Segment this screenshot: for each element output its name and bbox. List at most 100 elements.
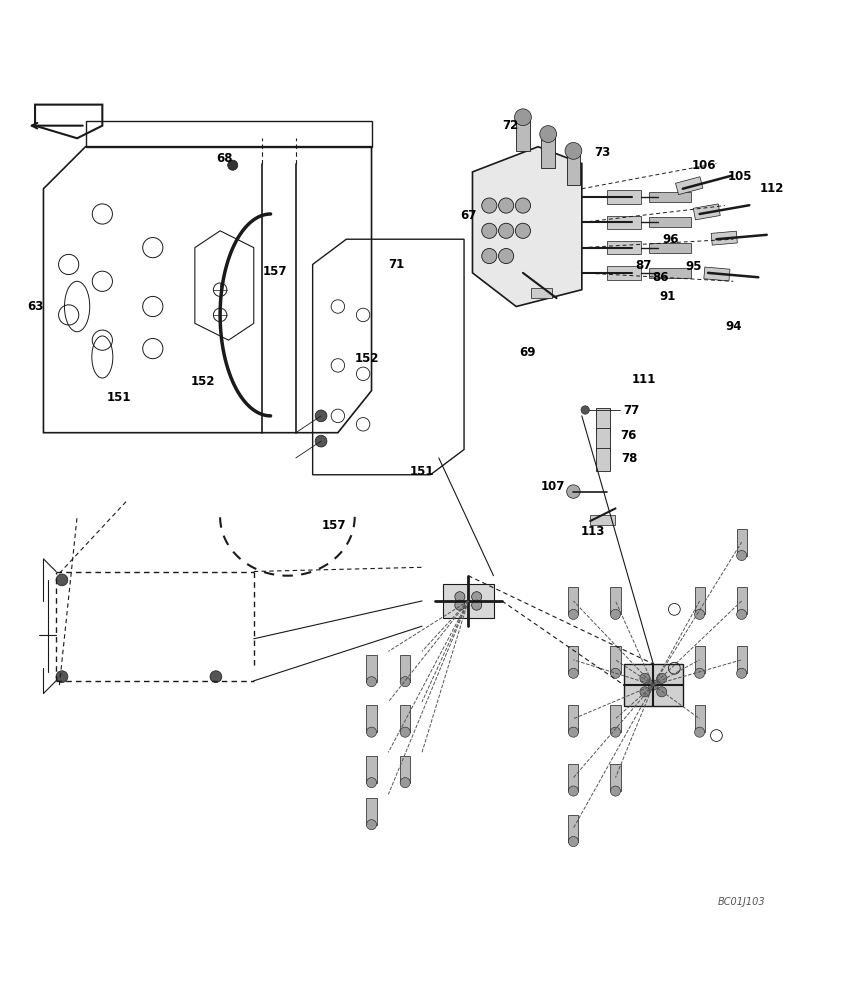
- Text: 77: 77: [624, 404, 640, 417]
- Bar: [610, 646, 620, 673]
- Bar: [610, 587, 620, 614]
- Bar: [649, 192, 691, 202]
- Circle shape: [366, 820, 376, 830]
- Circle shape: [315, 410, 327, 422]
- Bar: [443, 584, 494, 618]
- Bar: [366, 798, 376, 825]
- Circle shape: [499, 248, 514, 264]
- Circle shape: [568, 668, 578, 678]
- Circle shape: [540, 126, 556, 142]
- Circle shape: [610, 786, 620, 796]
- Bar: [649, 217, 691, 227]
- Bar: [568, 587, 578, 614]
- Circle shape: [472, 592, 482, 602]
- Bar: [366, 655, 376, 682]
- Bar: [596, 448, 609, 471]
- Text: 157: 157: [322, 519, 346, 532]
- Text: 157: 157: [262, 265, 287, 278]
- Circle shape: [366, 727, 376, 737]
- Circle shape: [566, 485, 580, 498]
- Bar: [596, 408, 609, 432]
- Text: 105: 105: [728, 170, 752, 183]
- Bar: [517, 117, 530, 151]
- Circle shape: [56, 671, 68, 683]
- Circle shape: [499, 198, 514, 213]
- Text: 72: 72: [502, 119, 518, 132]
- Circle shape: [366, 778, 376, 788]
- Bar: [596, 428, 609, 451]
- Bar: [566, 151, 580, 185]
- Circle shape: [482, 248, 497, 264]
- Text: 76: 76: [619, 429, 636, 442]
- Circle shape: [366, 677, 376, 687]
- Circle shape: [400, 778, 410, 788]
- Text: 111: 111: [632, 373, 657, 386]
- Bar: [607, 216, 641, 229]
- Circle shape: [737, 668, 747, 678]
- Circle shape: [695, 609, 705, 619]
- Circle shape: [610, 727, 620, 737]
- Text: 152: 152: [191, 375, 215, 388]
- Text: 87: 87: [635, 259, 652, 272]
- Bar: [737, 529, 747, 556]
- Bar: [542, 134, 555, 168]
- Bar: [568, 815, 578, 842]
- Circle shape: [400, 677, 410, 687]
- Text: 67: 67: [460, 209, 477, 222]
- Bar: [610, 764, 620, 791]
- Bar: [607, 190, 641, 204]
- Text: 94: 94: [725, 320, 742, 333]
- Text: 91: 91: [659, 290, 676, 303]
- Circle shape: [581, 406, 589, 414]
- Bar: [695, 705, 705, 732]
- Circle shape: [516, 198, 531, 213]
- Circle shape: [228, 160, 238, 170]
- Polygon shape: [473, 147, 582, 307]
- Bar: [649, 268, 691, 278]
- Bar: [711, 231, 738, 245]
- Circle shape: [482, 198, 497, 213]
- Text: 151: 151: [409, 465, 435, 478]
- Bar: [607, 266, 641, 280]
- Bar: [624, 664, 683, 706]
- Bar: [694, 204, 720, 220]
- Text: 106: 106: [691, 159, 716, 172]
- Circle shape: [657, 673, 667, 683]
- Text: 71: 71: [388, 258, 405, 271]
- Bar: [366, 756, 376, 783]
- Circle shape: [400, 727, 410, 737]
- Text: BC01J103: BC01J103: [718, 897, 766, 907]
- Bar: [695, 646, 705, 673]
- Circle shape: [482, 223, 497, 238]
- Bar: [568, 764, 578, 791]
- Circle shape: [648, 680, 658, 690]
- Bar: [568, 646, 578, 673]
- Circle shape: [499, 223, 514, 238]
- Circle shape: [568, 836, 578, 847]
- Text: 107: 107: [540, 480, 565, 493]
- Circle shape: [695, 668, 705, 678]
- Circle shape: [610, 609, 620, 619]
- Circle shape: [610, 668, 620, 678]
- Bar: [704, 267, 730, 281]
- Circle shape: [737, 550, 747, 561]
- Circle shape: [455, 600, 465, 610]
- Bar: [590, 515, 615, 525]
- Bar: [649, 243, 691, 253]
- Bar: [400, 655, 410, 682]
- Bar: [695, 587, 705, 614]
- Bar: [366, 705, 376, 732]
- Circle shape: [640, 673, 650, 683]
- Bar: [610, 705, 620, 732]
- Text: 96: 96: [662, 233, 679, 246]
- Text: 69: 69: [519, 346, 535, 359]
- Bar: [737, 587, 747, 614]
- Circle shape: [568, 786, 578, 796]
- Circle shape: [210, 671, 222, 683]
- Text: 68: 68: [216, 152, 233, 165]
- Text: 152: 152: [355, 352, 380, 365]
- Text: 151: 151: [107, 391, 132, 404]
- Bar: [400, 705, 410, 732]
- Text: 95: 95: [685, 260, 702, 273]
- Circle shape: [516, 223, 531, 238]
